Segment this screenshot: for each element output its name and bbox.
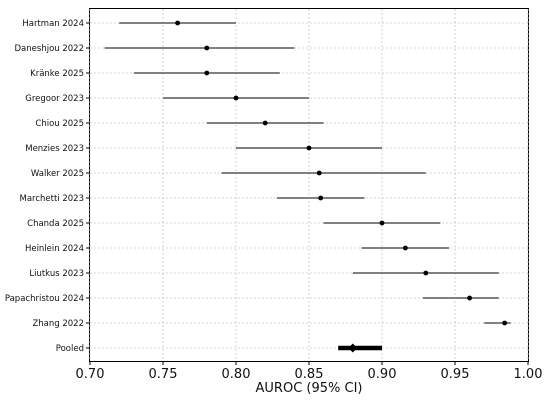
study-labels: Hartman 2024 Daneshjou 2022 Kränke 2025 Gre…	[5, 19, 90, 354]
x-tick-label: 0.80	[222, 367, 251, 382]
point-estimate	[204, 45, 210, 51]
study-label: Pooled	[56, 344, 84, 354]
point-estimate	[262, 120, 268, 126]
study-label: Gregoor 2023	[25, 94, 84, 104]
x-tick-label: 0.95	[441, 367, 470, 382]
point-estimate	[233, 95, 239, 101]
point-estimate	[502, 320, 508, 326]
study-label: Daneshjou 2022	[15, 44, 84, 54]
point-estimate	[467, 295, 472, 301]
point-estimate	[402, 245, 408, 251]
study-label: Heinlein 2024	[25, 244, 84, 254]
study-label: Hartman 2024	[22, 19, 84, 29]
x-tick-label: 0.85	[295, 367, 324, 382]
point-estimate	[204, 70, 210, 76]
point-estimate	[175, 20, 181, 26]
x-axis: 0.70 0.75 0.80 0.85 0.90 0.95 1.00	[76, 361, 543, 382]
study-marks	[104, 20, 511, 353]
point-estimate	[423, 270, 429, 276]
x-axis-label: AUROC (95% CI)	[256, 381, 363, 396]
point-estimate	[316, 170, 322, 176]
study-label: Marchetti 2023	[19, 194, 84, 204]
point-estimate	[306, 145, 312, 151]
study-label: Walker 2025	[31, 169, 84, 179]
x-tick-label: 0.75	[149, 367, 178, 382]
x-tick-label: 0.70	[76, 367, 105, 382]
study-label: Kränke 2025	[30, 69, 84, 79]
study-label: Zhang 2022	[32, 319, 84, 329]
grid	[89, 9, 529, 361]
x-tick-label: 0.90	[368, 367, 397, 382]
x-tick-label: 1.00	[514, 367, 543, 382]
pooled-estimate-diamond	[348, 343, 358, 353]
point-estimate	[379, 220, 385, 226]
study-label: Menzies 2023	[25, 144, 84, 154]
study-label: Papachristou 2024	[5, 294, 84, 304]
study-label: Chiou 2025	[35, 119, 84, 129]
study-label: Liutkus 2023	[29, 269, 84, 279]
study-label: Chanda 2025	[27, 219, 84, 229]
point-estimate	[318, 195, 324, 201]
